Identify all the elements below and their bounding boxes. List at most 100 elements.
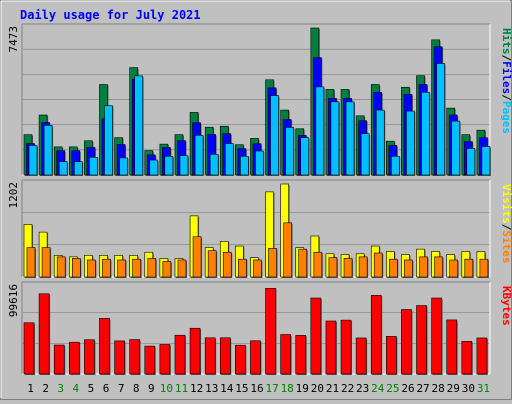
bar-sites-day-25 xyxy=(389,258,399,278)
bar-pages-day-25-fill xyxy=(391,156,400,176)
bar-sites-day-29 xyxy=(449,259,459,278)
bar-pages-day-12 xyxy=(194,134,205,176)
bar-kbytes-day-22 xyxy=(340,319,353,375)
bar-pages-day-28 xyxy=(436,63,446,176)
bar-sites-day-31-fill xyxy=(479,258,489,278)
bar-kbytes-day-29 xyxy=(446,319,458,375)
bar-pages-day-11 xyxy=(179,155,189,176)
bar-kbytes-day-24-fill xyxy=(370,295,382,375)
bar-kbytes-day-2-fill xyxy=(38,293,50,375)
bar-pages-day-20-fill xyxy=(315,86,325,176)
legend-entry: Sites xyxy=(500,230,512,263)
bar-sites-day-21-fill xyxy=(328,257,338,278)
bar-kbytes-day-31 xyxy=(476,337,488,375)
x-tick-label: 20 xyxy=(311,382,324,395)
bar-kbytes-day-11 xyxy=(174,334,186,375)
bar-pages-day-24 xyxy=(375,109,386,176)
bar-kbytes-day-3-fill xyxy=(53,344,65,375)
bar-sites-day-3 xyxy=(56,256,67,278)
bar-sites-day-22 xyxy=(343,258,354,278)
bar-pages-day-30 xyxy=(466,148,476,176)
bar-pages-day-4 xyxy=(73,161,84,176)
bar-pages-day-2-fill xyxy=(43,125,53,176)
bar-pages-day-21-fill xyxy=(330,101,340,176)
panel-top-max-label: 7473 xyxy=(7,26,20,53)
bar-pages-day-3-fill xyxy=(58,161,68,176)
bar-kbytes-day-4-fill xyxy=(68,341,80,375)
x-tick-label: 2 xyxy=(42,382,49,395)
bar-sites-day-8-fill xyxy=(132,258,141,278)
bar-sites-day-6-fill xyxy=(102,258,111,278)
x-tick-label: 12 xyxy=(190,382,203,395)
bar-sites-day-15 xyxy=(238,258,248,278)
bar-sites-day-27-fill xyxy=(419,256,428,278)
bar-kbytes-day-16-fill xyxy=(250,340,261,375)
bar-sites-day-16 xyxy=(253,259,263,278)
bar-sites-day-1 xyxy=(26,247,36,278)
bar-pages-day-4-fill xyxy=(73,161,83,176)
bar-sites-day-12 xyxy=(192,236,203,278)
bar-pages-day-18 xyxy=(285,127,295,176)
bar-kbytes-day-26 xyxy=(401,309,413,375)
bar-kbytes-day-8 xyxy=(129,339,141,375)
bar-kbytes-day-17-fill xyxy=(265,288,276,375)
bar-kbytes-day-30-fill xyxy=(461,341,473,375)
bar-pages-day-25 xyxy=(391,156,401,176)
bar-pages-day-1-fill xyxy=(28,145,38,176)
bar-kbytes-day-1-fill xyxy=(23,322,35,375)
bar-kbytes-day-13-fill xyxy=(204,337,216,375)
bar-pages-day-1 xyxy=(28,145,38,176)
bar-kbytes-day-9 xyxy=(144,345,156,375)
panel-middle-legend: Visits/Sites xyxy=(500,184,512,264)
x-tick-label: 14 xyxy=(220,382,234,395)
bar-pages-day-9-fill xyxy=(149,159,159,176)
bar-sites-day-25-fill xyxy=(389,258,398,278)
x-tick-label: 25 xyxy=(386,382,399,395)
bar-pages-day-14 xyxy=(224,143,235,176)
bar-sites-day-24 xyxy=(373,252,384,278)
bar-sites-day-24-fill xyxy=(373,252,383,278)
bar-pages-day-16-fill xyxy=(255,150,264,176)
bar-pages-day-19-fill xyxy=(300,137,310,176)
bar-sites-day-1-fill xyxy=(26,247,36,278)
bar-pages-day-23 xyxy=(360,133,371,176)
bar-sites-day-23 xyxy=(358,256,369,278)
bar-sites-day-16-fill xyxy=(253,259,262,278)
bar-kbytes-day-23-fill xyxy=(355,337,367,375)
x-tick-label: 17 xyxy=(265,382,278,395)
legend-entry: / xyxy=(500,94,512,101)
bar-pages-day-15 xyxy=(240,156,250,176)
bar-pages-day-27-fill xyxy=(421,92,430,176)
bar-pages-day-31 xyxy=(481,146,491,176)
bar-kbytes-day-18 xyxy=(280,334,292,375)
legend-entry: Visits xyxy=(500,184,512,224)
bar-pages-day-9 xyxy=(149,159,159,176)
bar-pages-day-22 xyxy=(345,101,356,176)
bar-sites-day-19 xyxy=(298,248,308,278)
bar-kbytes-day-12 xyxy=(189,327,202,375)
x-tick-label: 23 xyxy=(356,382,369,395)
bar-sites-day-11-fill xyxy=(177,259,187,278)
bar-pages-day-3 xyxy=(58,161,69,176)
legend-entry: Hits xyxy=(500,28,512,55)
legend-entry: Pages xyxy=(500,101,512,134)
x-tick-label: 3 xyxy=(57,382,64,395)
bar-sites-day-6 xyxy=(102,258,112,278)
bar-pages-day-27 xyxy=(421,92,431,176)
x-tick-label: 6 xyxy=(103,382,110,395)
bar-sites-day-17 xyxy=(268,248,278,278)
bar-kbytes-day-25 xyxy=(386,336,398,375)
bar-kbytes-day-26-fill xyxy=(401,309,412,375)
bar-kbytes-day-19 xyxy=(295,335,307,375)
bar-kbytes-day-3 xyxy=(53,344,66,375)
panel-bottom-legend: KBytes xyxy=(500,286,512,326)
bar-pages-day-8-fill xyxy=(134,75,143,176)
bar-pages-day-14-fill xyxy=(224,143,234,176)
x-tick-label: 22 xyxy=(341,382,354,395)
bar-pages-day-2 xyxy=(43,125,54,176)
bar-pages-day-13 xyxy=(209,154,220,176)
bar-pages-day-8 xyxy=(134,75,144,176)
